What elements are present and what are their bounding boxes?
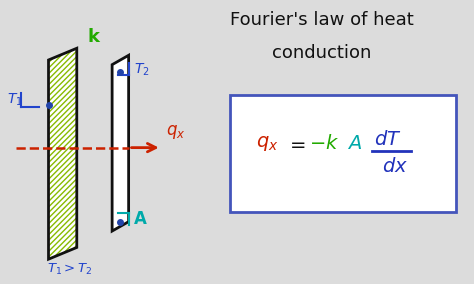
Text: $q_x$: $q_x$ [256,134,278,153]
Text: $dx$: $dx$ [382,157,408,176]
Text: $T_2$: $T_2$ [134,61,150,78]
Text: conduction: conduction [272,43,372,62]
Text: $=$: $=$ [286,134,307,153]
Bar [230,95,456,212]
Text: $dT$: $dT$ [374,130,401,149]
Polygon shape [48,48,77,259]
Text: k: k [87,28,99,46]
Text: $T_1$: $T_1$ [7,92,23,108]
Text: A: A [134,210,147,228]
Text: $-k$: $-k$ [309,134,339,153]
Text: $T_1 > T_2$: $T_1 > T_2$ [47,262,92,277]
Text: $q_x$: $q_x$ [166,123,186,141]
Polygon shape [112,55,128,231]
Text: Fourier's law of heat: Fourier's law of heat [230,11,414,29]
Text: $A$: $A$ [347,134,362,153]
